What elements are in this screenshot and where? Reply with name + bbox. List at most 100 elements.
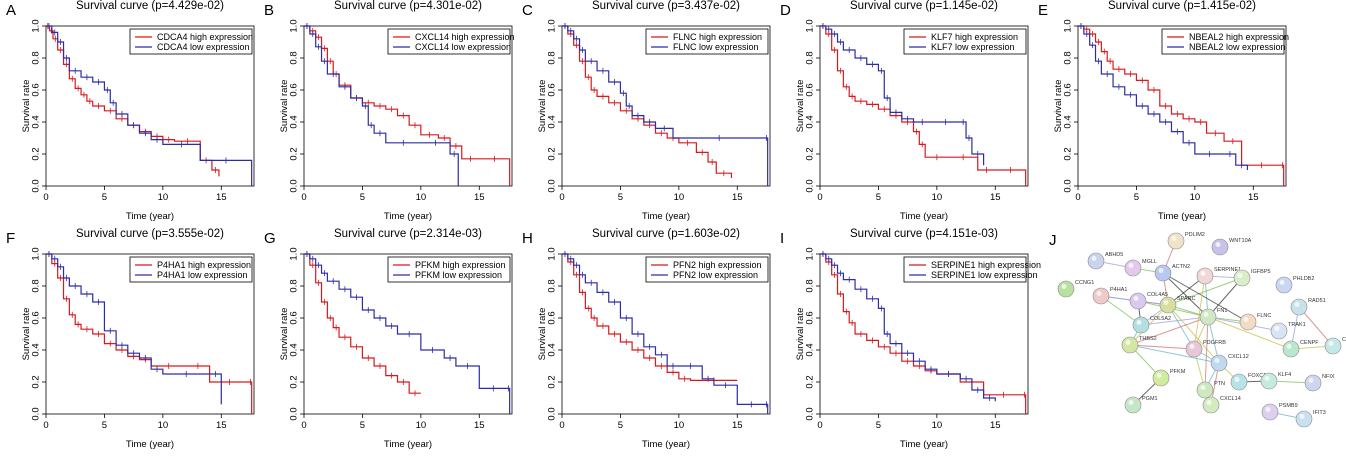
y-tick-label: 0.2 [289, 147, 300, 160]
plot-frame [1077, 25, 1287, 187]
node-highlight [1200, 385, 1206, 390]
node-highlight [1308, 378, 1314, 383]
y-tick-label: 0.2 [547, 375, 558, 388]
chart-title: Survival curve (p=1.415e-02) [1108, 0, 1256, 12]
network-node [1152, 369, 1170, 387]
network-edge [1193, 275, 1206, 350]
node-highlight [1264, 376, 1270, 381]
series-line [1078, 25, 1285, 186]
network-node [1239, 313, 1257, 331]
y-tick-label: 0.0 [547, 407, 558, 420]
node-label: CXCL14 [1220, 396, 1241, 402]
legend-box [129, 256, 253, 283]
y-tick-label: 0.8 [547, 279, 558, 292]
legend-box [903, 28, 1027, 55]
x-tick-label: 10 [416, 420, 427, 431]
y-axis-label: Survival rate [21, 308, 32, 361]
node-label: ACTN2 [1172, 264, 1190, 270]
node-label: P4HA1 [1110, 287, 1127, 293]
network-node [1210, 354, 1228, 372]
y-tick-label: 0.2 [289, 375, 300, 388]
legend-label: CDCA4 high expression [157, 32, 253, 42]
legend-label: CXCL14 high expression [415, 32, 515, 42]
y-tick-label: 1.0 [805, 19, 816, 32]
y-tick-label: 0.2 [805, 147, 816, 160]
y-tick-label: 0.2 [31, 375, 42, 388]
y-tick-label: 0.8 [547, 51, 558, 64]
x-tick-label: 15 [216, 192, 227, 203]
survival-panel-i: I Survival curve (p=4.151e-03) 0.0 0.2 0.4 0.… [780, 228, 1041, 450]
survival-panel-g: G Survival curve (p=2.314e-03) 0.0 0.2 0.4 0.… [264, 228, 513, 450]
node-highlight [1189, 344, 1195, 349]
panel-letter: F [6, 230, 15, 247]
legend-label: KLF7 high expression [931, 32, 1018, 42]
y-tick-label: 0.8 [805, 51, 816, 64]
node-label: CXCL12 [1228, 354, 1249, 360]
x-tick-label: 5 [618, 192, 623, 203]
y-tick-label: 0.4 [547, 115, 558, 128]
node-label: FN1 [1217, 308, 1227, 314]
y-tick-label: 0.4 [1063, 115, 1074, 128]
survival-panel-h: H Survival curve (p=1.603e-02) 0.0 0.2 0.4 0.… [522, 228, 771, 450]
node-highlight [1274, 326, 1280, 331]
network-edge [1207, 316, 1292, 350]
legend-label: SERPINE1 high expression [931, 260, 1041, 270]
legend-label: NBEAL2 low expression [1189, 42, 1286, 52]
x-tick-label: 10 [674, 420, 685, 431]
node-highlight [1163, 300, 1169, 305]
y-tick-label: 0.6 [1063, 83, 1074, 96]
plot-frame [561, 253, 771, 415]
network-node [1196, 381, 1214, 399]
x-tick-label: 5 [102, 192, 107, 203]
node-highlight [1237, 273, 1243, 278]
series-line [46, 25, 220, 177]
node-highlight [1203, 312, 1209, 317]
panel-letter: H [522, 230, 533, 247]
y-tick-label: 0.8 [31, 51, 42, 64]
network-edge [1129, 344, 1195, 350]
x-axis-label: Time (year) [1158, 211, 1206, 222]
panel-letter: B [264, 2, 274, 19]
survival-panel-f: F Survival curve (p=3.555e-02) 0.0 0.2 0.4 0.… [6, 228, 255, 450]
legend-label: FLNC low expression [673, 42, 759, 52]
node-label: MGLL [1142, 259, 1157, 265]
x-tick-label: 0 [817, 420, 822, 431]
y-tick-label: 1.0 [31, 247, 42, 260]
node-label: FOXC1 [1248, 373, 1266, 379]
panel-letter: C [522, 2, 533, 19]
node-label: WNT10A [1229, 238, 1252, 244]
series-line [304, 253, 511, 414]
y-tick-label: 0.4 [31, 115, 42, 128]
node-label: PGM1 [1142, 396, 1158, 402]
x-tick-label: 15 [732, 192, 743, 203]
legend-box [645, 256, 769, 283]
plot-frame [819, 25, 1029, 187]
x-tick-label: 15 [732, 420, 743, 431]
y-axis-label: Survival rate [537, 308, 548, 361]
x-axis-label: Time (year) [126, 439, 174, 450]
panel-letter: A [6, 2, 16, 19]
survival-panel-c: C Survival curve (p=3.437e-02) 0.0 0.2 0.4 0.… [522, 0, 771, 222]
network-node [1202, 396, 1220, 414]
y-tick-label: 0.0 [1063, 179, 1074, 192]
network-edge [1129, 316, 1209, 346]
node-highlight [1286, 344, 1292, 349]
x-tick-label: 10 [932, 192, 943, 203]
network-edge [1204, 316, 1209, 391]
legend-label: P4HA1 high expression [157, 260, 251, 270]
node-label: PHLDB2 [1293, 276, 1314, 282]
node-label: THBS2 [1139, 336, 1157, 342]
network-edge [1162, 272, 1249, 323]
node-highlight [1133, 296, 1139, 301]
node-label: IFIT3 [1313, 410, 1326, 416]
y-tick-label: 1.0 [1063, 19, 1074, 32]
network-edge [1162, 272, 1209, 318]
chart-title: Survival curve (p=4.301e-02) [334, 0, 482, 12]
y-tick-label: 0.8 [805, 279, 816, 292]
x-tick-label: 0 [43, 192, 48, 203]
node-label: CENPF [1300, 340, 1319, 346]
x-tick-label: 15 [990, 420, 1001, 431]
x-tick-label: 10 [416, 192, 427, 203]
legend-label: CXCL14 low expression [415, 42, 511, 52]
